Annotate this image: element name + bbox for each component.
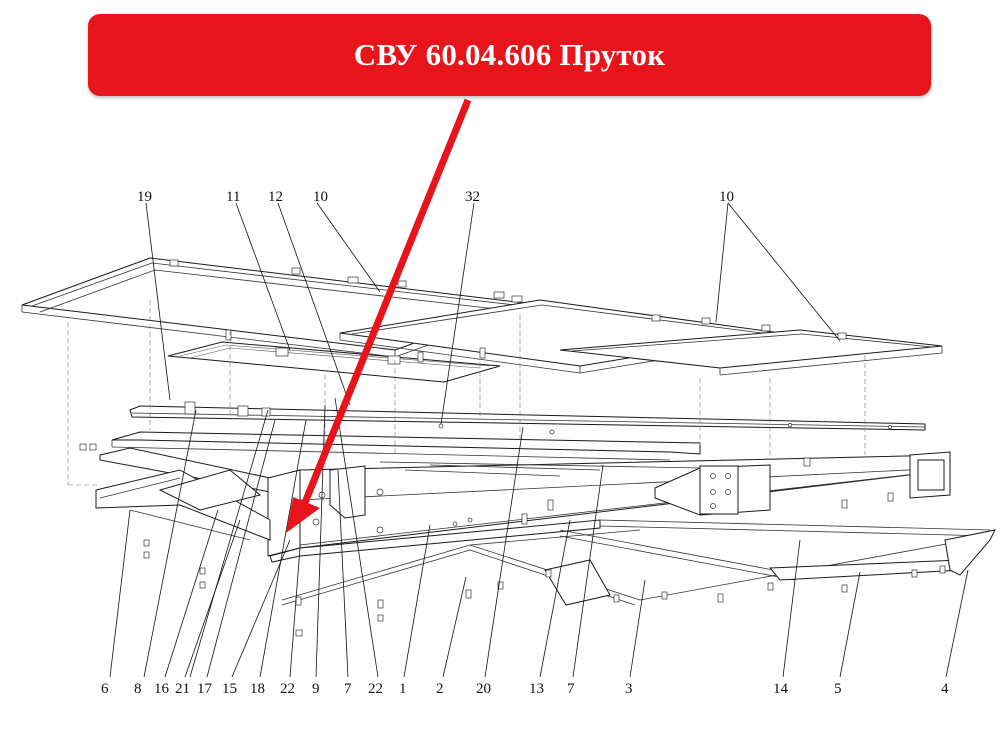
callout-22-a: 22 <box>280 681 295 697</box>
callout-14: 14 <box>773 681 789 697</box>
callout-18: 18 <box>250 681 265 697</box>
assembly-guides <box>67 300 866 486</box>
callout-12: 12 <box>268 189 283 205</box>
pointer-arrow <box>286 98 472 533</box>
bolt-group <box>79 443 946 637</box>
callout-5: 5 <box>834 681 842 697</box>
callout-13: 13 <box>529 681 544 697</box>
callout-22-b: 22 <box>368 681 383 697</box>
callout-17: 17 <box>197 681 213 697</box>
callout-32: 32 <box>465 189 480 205</box>
callout-2: 2 <box>436 681 444 697</box>
callouts-top: 19 11 12 10 32 10 <box>137 189 734 205</box>
callout-15: 15 <box>222 681 237 697</box>
callout-7-b: 7 <box>567 681 575 697</box>
callout-1: 1 <box>399 681 407 697</box>
callout-4: 4 <box>941 681 949 697</box>
callout-3: 3 <box>625 681 633 697</box>
callout-10-left: 10 <box>313 189 328 205</box>
main-frame <box>79 431 996 637</box>
callouts-bottom: 6 8 16 21 17 15 18 22 9 7 22 1 2 20 13 7… <box>101 681 949 697</box>
sieve-plate <box>167 329 501 383</box>
leader-lines <box>109 202 969 678</box>
rod-bar <box>129 401 926 435</box>
callout-10-right: 10 <box>719 189 734 205</box>
callout-16: 16 <box>154 681 170 697</box>
callout-8: 8 <box>134 681 142 697</box>
callout-11: 11 <box>226 189 240 205</box>
callout-21: 21 <box>175 681 190 697</box>
callout-6: 6 <box>101 681 109 697</box>
banner-title: СВУ 60.04.606 Пруток <box>353 37 666 72</box>
callout-20: 20 <box>476 681 491 697</box>
callout-9: 9 <box>312 681 320 697</box>
callout-19: 19 <box>137 189 152 205</box>
callout-7-a: 7 <box>344 681 352 697</box>
part-title-banner: СВУ 60.04.606 Пруток <box>88 14 931 96</box>
